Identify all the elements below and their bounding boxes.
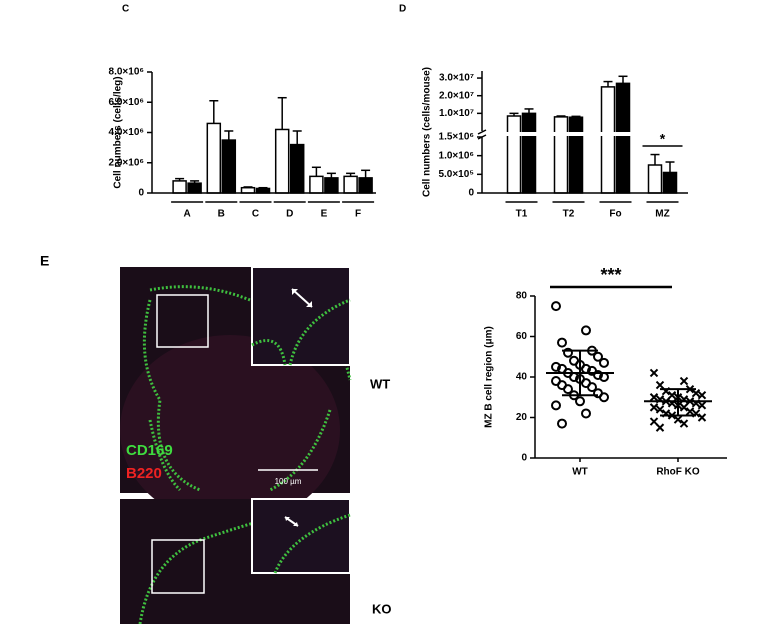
y-tick-label: 80 [516,291,528,302]
bar [172,180,187,194]
point [649,368,659,378]
x-tick-label: A [183,209,190,220]
point [581,408,591,419]
bar [600,86,616,194]
panel-label: C [122,4,129,15]
stain-label: B220 [126,465,162,482]
y-tick-label: 6.0×10⁶ [109,97,144,108]
bar [324,177,339,194]
micrograph-ko [120,498,351,624]
point [697,401,707,410]
bar [521,112,537,194]
point [581,325,591,336]
bar [274,128,290,194]
point [593,351,603,362]
point [667,391,677,400]
point [551,400,561,411]
significance: *** [600,265,621,285]
bar [568,116,584,194]
point [655,405,665,414]
significance: * [660,131,666,147]
y-axis-label: Cell numbers (cells/mouse) [422,67,433,197]
x-tick-label: C [252,209,259,220]
x-tick-label: T1 [516,209,528,220]
point [599,357,609,368]
scale-bar-label: 100 µm [275,477,302,486]
micrograph-wt: 100 µm CD169 B220 [120,266,352,525]
point [679,376,689,386]
x-tick-label: B [218,209,225,220]
point [649,417,659,426]
y-tick-label: 4.0×10⁶ [109,127,144,138]
bar [240,186,256,194]
y-tick-label: 8.0×10⁶ [109,67,144,78]
bar [647,164,663,194]
panel-label: D [399,4,406,15]
x-tick-label: T2 [563,209,575,220]
point [599,392,609,403]
bar [309,175,324,194]
y-tick-label: 0 [138,188,144,199]
y-axis-label: Cell numbers (cells/leg) [113,76,124,188]
y-tick-label: 3.0×10⁷ [439,73,474,84]
y-tick-label: 1.0×10⁷ [439,108,474,119]
stain-label: CD169 [126,442,173,459]
point [557,337,567,348]
x-tick-label: D [286,209,293,220]
point [697,391,707,400]
point [649,393,659,402]
point [587,382,597,393]
y-tick-label: 0 [468,188,474,199]
y-tick-label: 1.0×10⁶ [439,150,474,161]
point [575,396,585,407]
bar [343,175,358,194]
x-tick-label: WT [572,467,588,478]
point [655,423,665,432]
y-tick-label: 60 [516,331,528,342]
y-tick-label: 20 [516,412,528,423]
x-tick-label: E [321,209,328,220]
bar [206,122,222,194]
x-tick-label: MZ [655,209,669,220]
point [673,415,683,424]
panel-label: E [40,253,49,269]
point [649,403,659,412]
point [691,388,701,398]
point [697,413,707,422]
y-tick-label: 5.0×10⁵ [438,169,474,180]
point [685,407,695,416]
axis-break [484,132,690,136]
x-tick-label: Fo [609,209,621,220]
y-tick-label: 0 [521,453,527,464]
bar [187,182,202,194]
bar [506,115,522,194]
point [593,369,603,380]
y-tick-label: 2.0×10⁶ [109,157,144,168]
point [563,384,573,395]
bar [553,116,569,194]
row-label: WT [370,376,390,391]
x-tick-label: RhoF KO [656,467,700,478]
point [679,419,689,428]
point [551,361,561,372]
bar [662,171,678,194]
axis-break-mark [477,134,487,140]
bar [221,139,237,194]
point [557,418,567,429]
bar [615,82,631,194]
bar [289,143,305,194]
point [563,347,573,358]
point [679,403,689,412]
axis-break-mark [477,129,487,135]
bar [358,177,373,194]
y-tick-label: 2.0×10⁷ [439,90,474,101]
y-tick-label: 40 [516,372,528,383]
point [655,380,665,390]
point [551,301,561,312]
y-axis-label: MZ B cell region (μm) [484,326,495,428]
y-tick-label: 1.5×10⁶ [439,132,474,143]
x-tick-label: F [355,209,361,220]
row-label: KO [372,601,392,616]
